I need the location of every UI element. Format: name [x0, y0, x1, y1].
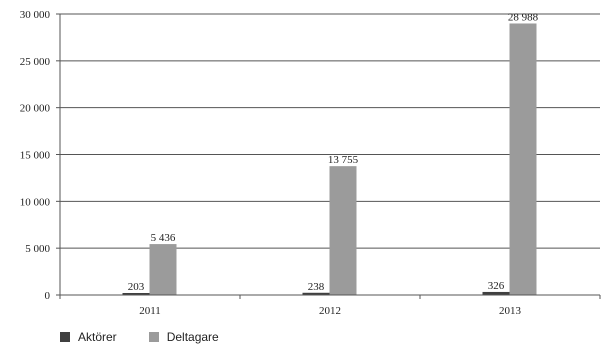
- data-label-deltagare-2013: 28 988: [508, 11, 539, 23]
- data-label-akt-rer-2012: 238: [308, 281, 325, 293]
- bar-akt-rer-2013: [482, 291, 510, 295]
- y-tick-label-30000: 30 000: [20, 9, 51, 21]
- y-axis: 0 5 000 10 000 15 000 20 000 25 000 30 000: [20, 9, 61, 302]
- y-tick-label-0: 0: [45, 290, 51, 302]
- y-tick-label-20000: 20 000: [20, 103, 51, 115]
- y-tick-label-25000: 25 000: [20, 56, 51, 68]
- y-tick-label-15000: 15 000: [20, 150, 51, 162]
- bar-deltagare-2012: [329, 166, 357, 295]
- data-label-deltagare-2011: 5 436: [151, 232, 176, 244]
- bar-akt-rer-2011: [122, 293, 150, 295]
- legend-swatch-aktorer: [60, 332, 70, 342]
- data-label-deltagare-2012: 13 755: [328, 154, 359, 166]
- legend-label-deltagare: Deltagare: [166, 330, 219, 344]
- legend: Aktörer Deltagare: [60, 330, 219, 344]
- legend-item-deltagare: Deltagare: [148, 330, 219, 344]
- y-tick-label-10000: 10 000: [20, 196, 51, 208]
- bars: 203 5 436 238 13 755 326 28 988: [122, 11, 539, 296]
- bar-deltagare-2011: [149, 244, 177, 295]
- legend-label-aktorer: Aktörer: [78, 330, 117, 344]
- y-tick-label-5000: 5 000: [25, 243, 50, 255]
- legend-swatch-deltagare: [148, 332, 159, 342]
- x-tick-label-2011: 2011: [139, 305, 161, 317]
- x-tick-label-2013: 2013: [499, 305, 522, 317]
- x-axis: 2011 2012 2013: [59, 294, 601, 317]
- bar-akt-rer-2012: [302, 292, 330, 295]
- data-label-akt-rer-2011: 203: [128, 281, 145, 293]
- x-tick-label-2012: 2012: [319, 305, 341, 317]
- legend-item-aktorer: Aktörer: [60, 330, 117, 344]
- data-label-akt-rer-2013: 326: [488, 280, 505, 292]
- bar-deltagare-2013: [509, 23, 537, 296]
